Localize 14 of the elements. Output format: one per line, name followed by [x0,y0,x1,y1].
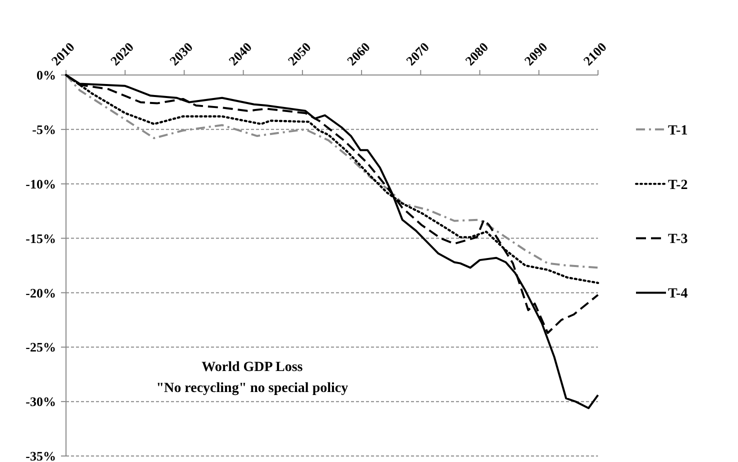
legend-label: T-4 [668,286,688,302]
y-tick-label: -25% [26,340,56,355]
legend-label: T-3 [668,232,688,248]
y-tick-label: -10% [26,176,56,192]
y-tick-label: -15% [26,230,56,246]
legend-label: T-1 [668,123,688,138]
y-tick-label: -20% [26,285,56,300]
y-tick-label: -5% [32,122,56,137]
y-tick-label: -30% [26,394,56,410]
y-tick-label: 0% [36,68,56,83]
legend-label: T-2 [668,178,688,193]
text: "No recycling" no special policy [156,380,348,396]
y-tick-label: -35% [26,448,56,462]
text: World GDP Loss [202,360,304,376]
